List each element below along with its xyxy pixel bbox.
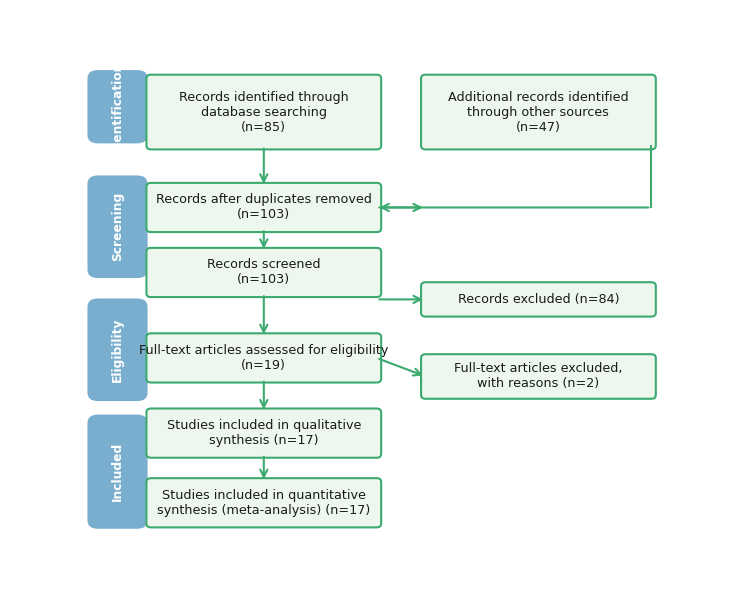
FancyBboxPatch shape	[146, 75, 381, 150]
Text: Full-text articles assessed for eligibility
(n=19): Full-text articles assessed for eligibil…	[139, 344, 389, 372]
FancyBboxPatch shape	[146, 333, 381, 382]
FancyBboxPatch shape	[421, 75, 656, 150]
Text: Records after duplicates removed
(n=103): Records after duplicates removed (n=103)	[156, 194, 372, 221]
FancyBboxPatch shape	[146, 478, 381, 528]
Text: Identification: Identification	[111, 60, 124, 153]
FancyBboxPatch shape	[87, 175, 148, 278]
Text: Studies included in quantitative
synthesis (meta-analysis) (n=17): Studies included in quantitative synthes…	[157, 489, 371, 517]
Text: Studies included in qualitative
synthesis (n=17): Studies included in qualitative synthesi…	[166, 419, 361, 447]
Text: Screening: Screening	[111, 192, 124, 261]
Text: Records identified through
database searching
(n=85): Records identified through database sear…	[179, 90, 348, 133]
FancyBboxPatch shape	[87, 70, 148, 144]
Text: Full-text articles excluded,
with reasons (n=2): Full-text articles excluded, with reason…	[454, 362, 623, 391]
FancyBboxPatch shape	[87, 298, 148, 401]
Text: Included: Included	[111, 442, 124, 501]
Text: Records screened
(n=103): Records screened (n=103)	[207, 259, 321, 286]
Text: Additional records identified
through other sources
(n=47): Additional records identified through ot…	[448, 90, 629, 133]
FancyBboxPatch shape	[146, 248, 381, 297]
Text: Records excluded (n=84): Records excluded (n=84)	[458, 293, 619, 306]
Text: Eligibility: Eligibility	[111, 318, 124, 382]
FancyBboxPatch shape	[421, 354, 656, 399]
FancyBboxPatch shape	[146, 408, 381, 458]
FancyBboxPatch shape	[87, 414, 148, 529]
FancyBboxPatch shape	[421, 282, 656, 317]
FancyBboxPatch shape	[146, 183, 381, 232]
